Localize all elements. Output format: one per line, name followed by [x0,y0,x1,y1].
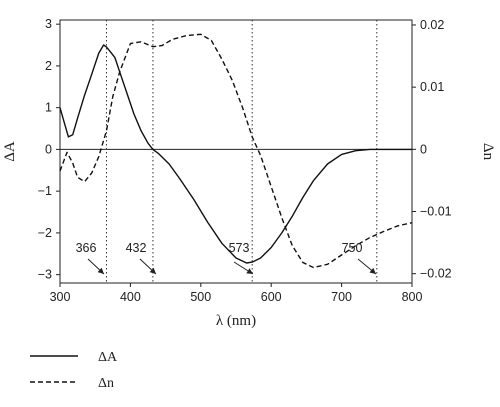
y-right-tick-label: −0.01 [420,204,452,218]
x-tick-label: 500 [190,290,211,304]
annotation-label-750: 750 [342,241,363,255]
annotation-label-573: 573 [229,241,250,255]
ticks-group: 300 400 500 600 700 800 3 2 1 0 −1 −2 −3 0.02 0.01 0 −0.… [38,17,452,304]
x-tick-label: 800 [402,290,423,304]
x-tick-label: 600 [261,290,282,304]
y-axis-left-label: ΔA [2,141,18,162]
y-left-tick-label: −1 [38,184,52,198]
y-axis-right-label: Δn [480,143,496,161]
annotations-group: 366 432 573 750 [76,241,377,275]
x-axis-label: λ (nm) [216,313,256,329]
annotation-arrowhead-750 [369,267,376,274]
legend-label-delta-n: Δn [98,376,114,391]
y-left-tick-label: 0 [45,142,52,156]
y-right-tick-label: −0.02 [420,267,452,281]
y-right-tick-label: 0 [420,142,427,156]
annotation-arrowhead-573 [246,268,253,274]
x-tick-label: 400 [120,290,141,304]
x-tick-label: 300 [50,290,71,304]
legend-label-delta-a: ΔA [98,350,118,365]
y-right-tick-label: 0.01 [420,80,444,94]
legend: ΔA Δn [30,350,118,391]
series-line-delta-a [59,44,412,264]
annotation-label-432: 432 [126,241,147,255]
annotation-arrowhead-366 [97,267,104,274]
axes-frame [59,19,413,284]
annotation-label-366: 366 [76,241,97,255]
y-right-tick-label: 0.02 [420,18,444,32]
plot-frame [59,19,413,284]
y-left-tick-label: 1 [45,101,52,115]
series-line-delta-n [59,33,413,269]
y-left-tick-label: 2 [45,59,52,73]
x-tick-label: 700 [331,290,352,304]
y-left-tick-label: −3 [38,268,52,282]
series-group [59,33,413,269]
annotation-arrowhead-432 [149,267,156,274]
y-left-tick-label: 3 [45,17,52,31]
y-left-tick-label: −2 [38,226,52,240]
